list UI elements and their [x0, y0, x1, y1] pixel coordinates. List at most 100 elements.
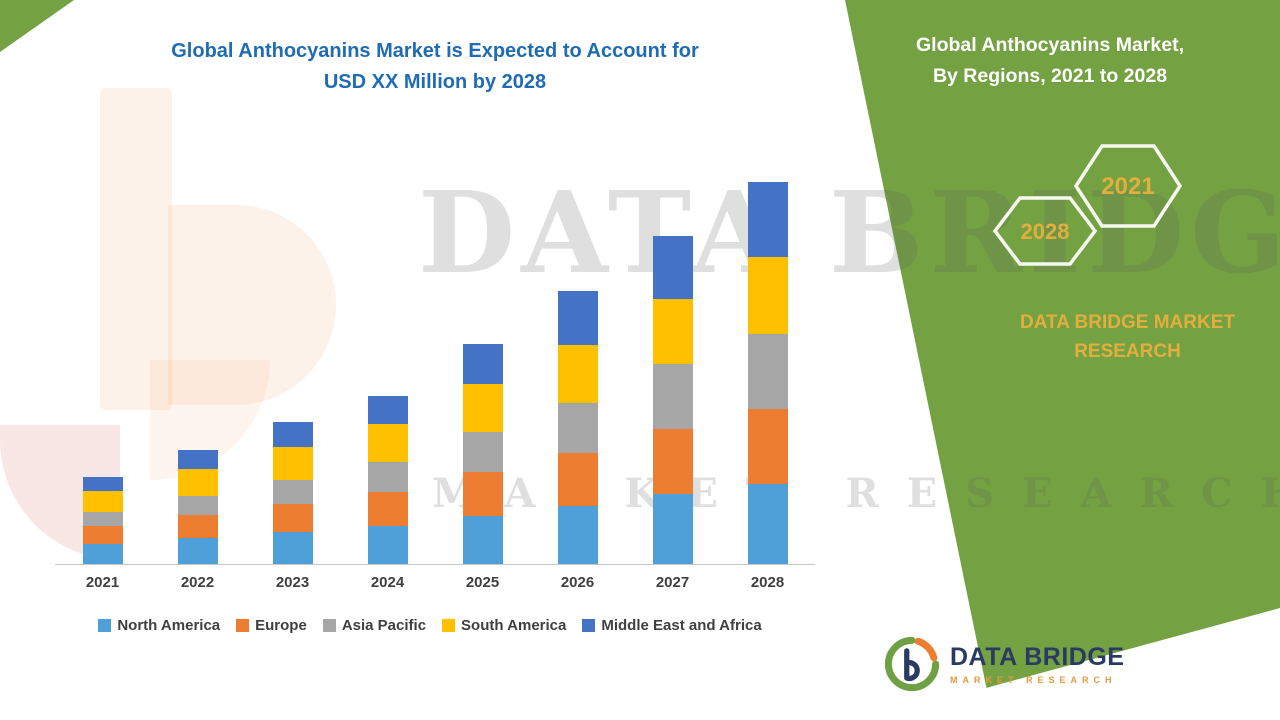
bar-segment-north-america	[367, 526, 408, 564]
x-tick-2026: 2026	[560, 574, 595, 591]
logo-text: DATA BRIDGE MARKET RESEARCH	[950, 643, 1124, 685]
x-axis-labels: 2021 2022 2023 2024 2025 2026 2027 2028	[55, 574, 815, 591]
legend-item-middle-east-and-africa: Middle East and Africa	[582, 617, 762, 634]
stacked-bar-2021	[82, 477, 123, 564]
logo-tagline: MARKET RESEARCH	[950, 675, 1117, 685]
bar-column-2023	[245, 180, 340, 564]
bar-segment-north-america	[82, 544, 123, 564]
hexagon-2021-outline	[1073, 144, 1183, 228]
legend-label-north-america: North America	[117, 617, 221, 634]
stacked-bar-2028	[747, 182, 788, 564]
bar-column-2027	[625, 180, 720, 564]
bar-segment-europe	[82, 526, 123, 544]
bar-segment-south-america	[462, 384, 503, 432]
side-panel-brand-line2: RESEARCH	[1074, 341, 1181, 363]
x-tick-2028: 2028	[750, 574, 785, 591]
legend-label-europe: Europe	[255, 617, 307, 634]
bar-segment-middle-east-and-africa	[272, 422, 313, 447]
hexagon-year-2021: 2021	[1101, 173, 1154, 200]
bar-segment-middle-east-and-africa	[367, 396, 408, 424]
bar-column-2028	[720, 180, 815, 564]
stacked-bar-2027	[652, 236, 693, 564]
side-panel-heading-line1: Global Anthocyanins Market,	[916, 34, 1184, 56]
bar-segment-europe	[652, 429, 693, 494]
bar-column-2021	[55, 180, 150, 564]
stacked-bar-2024	[367, 396, 408, 564]
bar-segment-south-america	[652, 299, 693, 364]
legend-item-europe: Europe	[236, 617, 307, 634]
side-panel-brand: DATA BRIDGE MARKET RESEARCH	[985, 308, 1270, 367]
legend-swatch-south-america	[442, 619, 456, 632]
bar-segment-middle-east-and-africa	[747, 182, 788, 257]
legend-label-asia-pacific: Asia Pacific	[341, 617, 427, 634]
hexagon-2028-outline	[992, 196, 1098, 266]
side-panel-brand-line1: DATA BRIDGE MARKET	[1020, 312, 1235, 333]
bar-segment-europe	[367, 492, 408, 526]
bar-segment-europe	[557, 453, 598, 506]
hexagon-year-2028: 2028	[1021, 219, 1070, 244]
bar-segment-asia-pacific	[82, 512, 123, 526]
bar-segment-south-america	[367, 424, 408, 462]
bar-segment-south-america	[177, 469, 218, 496]
legend-item-north-america: North America	[98, 617, 220, 634]
data-bridge-logo: DATA BRIDGE MARKET RESEARCH	[884, 636, 1124, 692]
x-tick-2021: 2021	[85, 574, 120, 591]
stacked-bar-2022	[177, 450, 218, 564]
bar-segment-europe	[272, 504, 313, 532]
bar-segment-north-america	[177, 538, 218, 564]
bar-segment-europe	[177, 515, 218, 538]
bar-segment-middle-east-and-africa	[557, 291, 598, 345]
top-left-corner-accent	[0, 0, 74, 52]
bar-segment-middle-east-and-africa	[82, 477, 123, 491]
x-tick-2025: 2025	[465, 574, 500, 591]
year-hexagons: 2028 2021	[992, 144, 1183, 266]
legend-item-south-america: South America	[442, 617, 566, 634]
bar-column-2022	[150, 180, 245, 564]
bar-column-2026	[530, 180, 625, 564]
bar-segment-north-america	[747, 484, 788, 564]
bar-column-2024	[340, 180, 435, 564]
bar-segment-middle-east-and-africa	[177, 450, 218, 469]
bar-segment-south-america	[272, 447, 313, 480]
chart-title-line2: USD XX Million by 2028	[323, 71, 547, 93]
stacked-bar-2023	[272, 422, 313, 564]
bar-segment-europe	[462, 472, 503, 516]
side-panel-heading-line2: By Regions, 2021 to 2028	[932, 65, 1168, 88]
data-bridge-logo-icon	[884, 636, 940, 692]
legend-swatch-middle-east-and-africa	[582, 619, 596, 632]
stacked-bar-2025	[462, 344, 503, 564]
logo-title: DATA BRIDGE	[950, 643, 1125, 671]
legend-swatch-europe	[236, 619, 250, 632]
bar-segment-asia-pacific	[367, 462, 408, 492]
bar-segment-europe	[747, 409, 788, 484]
chart-title: Global Anthocyanins Market is Expected t…	[90, 36, 780, 98]
chart-title-line1: Global Anthocyanins Market is Expected t…	[171, 40, 699, 62]
bar-column-2025	[435, 180, 530, 564]
bar-segment-asia-pacific	[747, 334, 788, 409]
bar-segment-asia-pacific	[272, 480, 313, 504]
x-tick-2023: 2023	[275, 574, 310, 591]
x-tick-2024: 2024	[370, 574, 405, 591]
legend-swatch-north-america	[98, 619, 112, 632]
bar-segment-south-america	[747, 257, 788, 334]
bar-segment-asia-pacific	[652, 364, 693, 429]
legend-item-asia-pacific: Asia Pacific	[322, 617, 427, 634]
bar-segment-asia-pacific	[177, 496, 218, 515]
bar-segment-north-america	[557, 506, 598, 564]
bar-segment-asia-pacific	[557, 403, 598, 453]
x-tick-2027: 2027	[655, 574, 690, 591]
legend-label-middle-east-and-africa: Middle East and Africa	[601, 617, 762, 634]
legend-swatch-asia-pacific	[322, 619, 336, 632]
bar-segment-north-america	[652, 494, 693, 564]
legend-label-south-america: South America	[461, 617, 567, 634]
bar-segment-north-america	[462, 516, 503, 564]
bar-segment-asia-pacific	[462, 432, 503, 472]
stacked-bar-2026	[557, 291, 598, 564]
x-tick-2022: 2022	[180, 574, 215, 591]
bar-segment-middle-east-and-africa	[652, 236, 693, 299]
bar-segment-south-america	[557, 345, 598, 403]
bar-segment-middle-east-and-africa	[462, 344, 503, 384]
bar-segment-south-america	[82, 491, 123, 512]
plot-area	[55, 180, 815, 565]
